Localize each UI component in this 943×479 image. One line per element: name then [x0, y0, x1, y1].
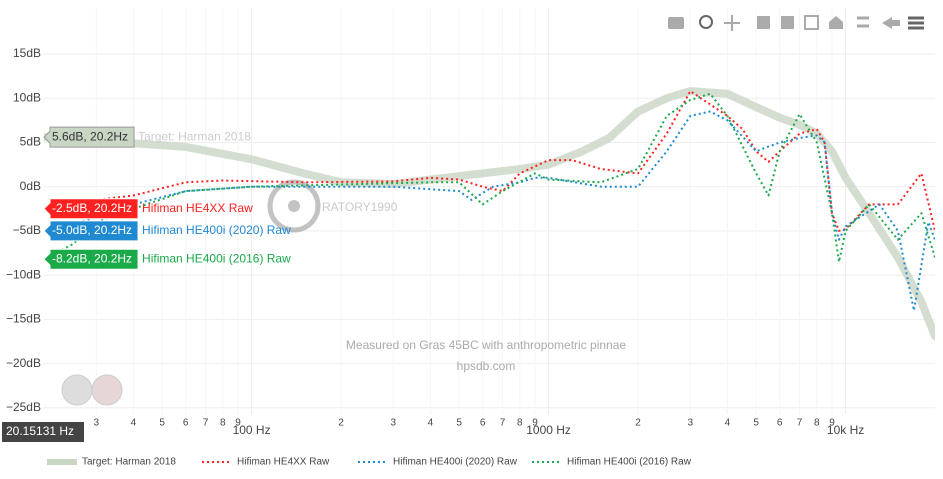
x-tick-label: 4: [725, 418, 731, 429]
y-tick-label: −20dB: [6, 356, 41, 370]
x-tick-label: 5: [753, 418, 759, 429]
legend-label: Hifiman HE400i (2020) Raw: [393, 457, 518, 468]
hover-label: -2.5dB, 20.2Hz: [52, 201, 132, 215]
hover-name: Hifiman HE400i (2016) Raw: [142, 251, 291, 265]
x-tick-label: 3: [688, 418, 694, 429]
series-line: [44, 110, 935, 312]
y-tick-label: −10dB: [6, 267, 41, 281]
hover-name: Hifiman HE400i (2020) Raw: [142, 223, 291, 237]
x-hover-label: 20.15131 Hz: [6, 424, 74, 438]
zoom-in-button[interactable]: [757, 16, 770, 29]
camera-button[interactable]: [668, 17, 684, 29]
hover-name: Target: Harman 2018: [138, 129, 251, 143]
zoom-button[interactable]: [699, 15, 713, 29]
hover-name: Hifiman HE4XX Raw: [142, 201, 253, 215]
target-line: [44, 87, 935, 341]
hover-label: 5.6dB, 20.2Hz: [52, 129, 128, 143]
annotation: Measured on Gras 45BC with anthropometri…: [346, 338, 626, 352]
x-tick-label: 3: [94, 418, 100, 429]
spike-button[interactable]: [857, 16, 869, 28]
x-tick-label: 1000 Hz: [526, 423, 571, 437]
x-tick-label: 6: [480, 418, 486, 429]
pan-button[interactable]: [724, 15, 740, 31]
avatars: [61, 374, 123, 406]
hover-label: -8.2dB, 20.2Hz: [52, 251, 132, 265]
x-tick-label: 3: [391, 418, 397, 429]
y-tick-label: 10dB: [13, 90, 41, 104]
y-tick-label: −25dB: [6, 400, 41, 414]
x-tick-label: 4: [131, 418, 137, 429]
y-tick-label: 15dB: [13, 46, 41, 60]
hover-closest-button[interactable]: [882, 17, 900, 29]
autoscale-button[interactable]: [804, 15, 819, 30]
toolbar[interactable]: [668, 15, 924, 31]
x-hover-box: [2, 422, 84, 442]
x-tick-label: 8: [220, 418, 226, 429]
x-tick-label: 6: [183, 418, 189, 429]
plot-area: [44, 87, 935, 341]
hover-box: [43, 198, 139, 220]
y-tick-label: 5dB: [20, 135, 41, 149]
x-tick-label: 8: [814, 418, 820, 429]
hover-labels: 5.6dB, 20.2Hz Target: Harman 2018 -2.5dB, …: [43, 126, 291, 270]
x-tick-label: 9: [829, 418, 835, 429]
y-tick-label: −5dB: [13, 223, 41, 237]
x-tick-label: 10k Hz: [827, 423, 864, 437]
x-tick-label: 6: [777, 418, 783, 429]
hover-box: [43, 248, 139, 270]
legend-label: Hifiman HE400i (2016) Raw: [567, 457, 692, 468]
x-tick-label: 100 Hz: [233, 423, 271, 437]
hover-box: [43, 220, 139, 242]
watermark-logo: [267, 179, 321, 233]
x-tick-label: 5: [159, 418, 165, 429]
x-tick-label: 7: [797, 418, 803, 429]
legend-label: Hifiman HE4XX Raw: [237, 457, 330, 468]
annotation: hpsdb.com: [457, 359, 516, 373]
x-tick-label: 9: [532, 418, 538, 429]
watermark: RATORY1990: [322, 200, 398, 214]
x-tick-label: 4: [428, 418, 434, 429]
hover-label: -5.0dB, 20.2Hz: [52, 223, 132, 237]
hover-compare-button[interactable]: [908, 16, 924, 30]
x-tick-label: 9: [235, 418, 241, 429]
x-tick-label: 2: [338, 418, 344, 429]
x-tick-label: 7: [203, 418, 209, 429]
legend-label: Target: Harman 2018: [82, 457, 176, 468]
zoom-out-button[interactable]: [781, 16, 794, 29]
hover-box: [43, 126, 135, 148]
y-tick-label: −15dB: [6, 312, 41, 326]
x-tick-label: 8: [517, 418, 523, 429]
x-tick-label: 2: [635, 418, 641, 429]
grid: [44, 8, 935, 414]
reset-button[interactable]: [829, 16, 843, 29]
x-tick-label: 5: [456, 418, 462, 429]
x-tick-label: 7: [500, 418, 506, 429]
y-tick-label: 0dB: [20, 179, 41, 193]
legend: Target: Harman 2018 Hifiman HE4XX Raw Hifi…: [47, 457, 692, 468]
